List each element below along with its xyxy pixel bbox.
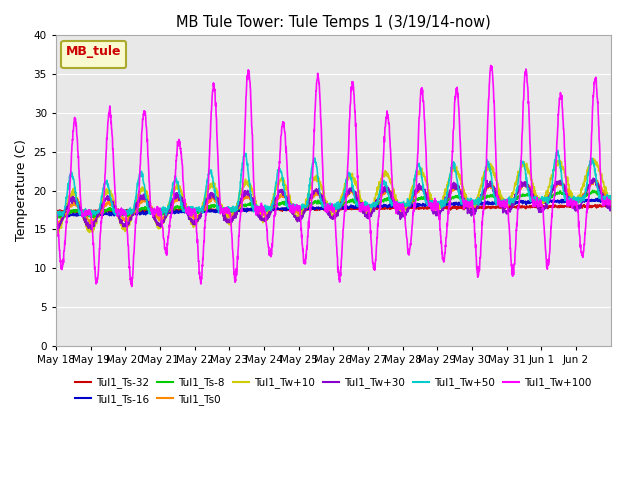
Y-axis label: Temperature (C): Temperature (C) bbox=[15, 140, 28, 241]
Legend: Tul1_Ts-32, Tul1_Ts-16, Tul1_Ts-8, Tul1_Ts0, Tul1_Tw+10, Tul1_Tw+30, Tul1_Tw+50,: Tul1_Ts-32, Tul1_Ts-16, Tul1_Ts-8, Tul1_… bbox=[71, 373, 596, 409]
Title: MB Tule Tower: Tule Temps 1 (3/19/14-now): MB Tule Tower: Tule Temps 1 (3/19/14-now… bbox=[176, 15, 491, 30]
